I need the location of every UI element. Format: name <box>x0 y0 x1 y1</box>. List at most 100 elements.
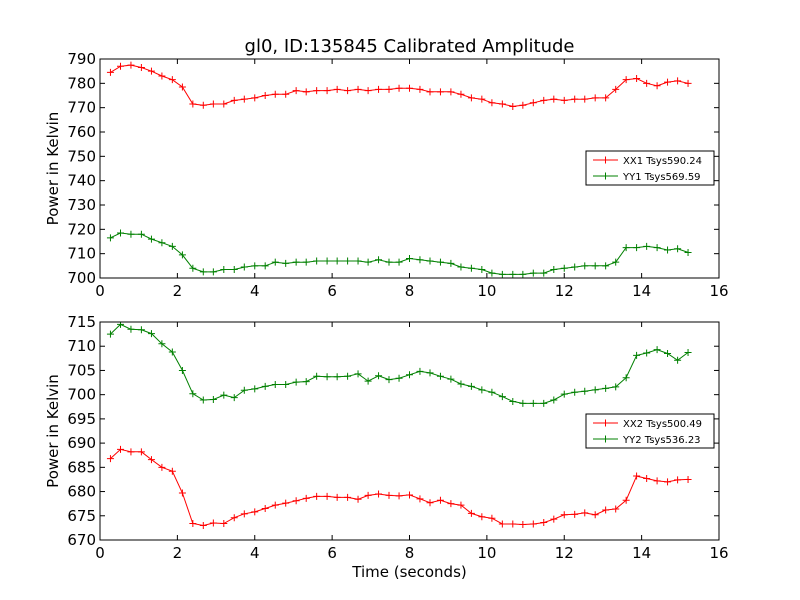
data-point <box>571 95 579 103</box>
data-point <box>199 521 207 529</box>
data-point <box>519 520 527 528</box>
data-point <box>395 258 403 266</box>
data-point <box>240 263 248 271</box>
data-point <box>385 491 393 499</box>
data-point <box>271 90 279 98</box>
data-point <box>282 90 290 98</box>
x-tick-label: 12 <box>555 282 574 300</box>
data-point <box>581 387 589 395</box>
data-point <box>509 270 517 278</box>
y-tick-label: 680 <box>67 483 96 501</box>
y-tick-label: 790 <box>67 50 96 68</box>
data-point <box>467 509 475 517</box>
data-point <box>344 372 352 380</box>
data-point <box>106 455 114 463</box>
data-point <box>137 64 145 72</box>
y-tick-label: 675 <box>67 507 96 525</box>
data-point <box>251 385 259 393</box>
data-point <box>498 520 506 528</box>
data-point <box>209 100 217 108</box>
data-point <box>209 396 217 404</box>
data-point <box>261 262 269 270</box>
data-point <box>323 492 331 500</box>
axes-frame <box>99 321 720 541</box>
data-point <box>323 87 331 95</box>
data-point <box>457 90 465 98</box>
data-point <box>292 378 300 386</box>
data-point <box>354 257 362 265</box>
data-point <box>436 88 444 96</box>
data-point <box>488 388 496 396</box>
legend-label: YY2 Tsys536.23 <box>622 435 701 446</box>
data-point <box>664 246 672 254</box>
x-tick-label: 6 <box>327 282 337 300</box>
data-point <box>292 497 300 505</box>
data-point <box>333 257 341 265</box>
data-point <box>158 340 166 348</box>
data-point <box>529 99 537 107</box>
data-point <box>147 67 155 75</box>
data-point <box>529 269 537 277</box>
chart-title: gl0, ID:135845 Calibrated Amplitude <box>245 36 575 57</box>
data-point <box>478 265 486 273</box>
data-point <box>168 76 176 84</box>
data-point <box>282 380 290 388</box>
data-point <box>147 330 155 338</box>
data-point <box>591 386 599 394</box>
data-point <box>529 399 537 407</box>
data-point <box>581 95 589 103</box>
legend-label: XX2 Tsys500.49 <box>623 419 702 430</box>
top-chart-panel: 0 2 4 6 8 10 12 14 16 700 710 720 730 740 750 760 770 780… <box>44 36 729 300</box>
legend-box <box>585 150 715 186</box>
data-point <box>664 478 672 486</box>
data-point <box>189 100 197 108</box>
data-point <box>406 491 413 499</box>
data-point <box>602 262 610 270</box>
data-point <box>375 490 383 498</box>
data-point <box>622 76 630 84</box>
data-point <box>426 88 434 96</box>
data-point <box>323 257 331 265</box>
data-point <box>591 262 599 270</box>
data-point <box>127 448 135 456</box>
data-point <box>684 475 692 483</box>
bottom-chart-panel: 0 2 4 6 8 10 12 14 16 670 675 680 685 690 695 700 705 710… <box>44 313 729 581</box>
data-point <box>137 448 145 456</box>
data-point <box>447 375 455 383</box>
legend-label: XX1 Tsys590.24 <box>623 156 702 167</box>
data-point <box>529 520 537 528</box>
data-point <box>519 101 527 109</box>
data-point <box>302 88 310 96</box>
data-point <box>313 257 321 265</box>
data-point <box>674 356 682 364</box>
series-1 <box>106 445 692 529</box>
data-point <box>364 491 372 499</box>
legend: XX2 Tsys500.49 YY2 Tsys536.23 <box>585 413 715 449</box>
data-point <box>261 92 269 99</box>
data-point <box>622 374 630 382</box>
x-tick-label: 14 <box>632 282 651 300</box>
data-point <box>178 83 186 91</box>
legend: XX1 Tsys590.24 YY1 Tsys569.59 <box>585 150 715 186</box>
data-point <box>684 79 692 87</box>
data-point <box>333 373 341 381</box>
y-tick-label: 670 <box>67 531 96 549</box>
data-point <box>612 505 620 513</box>
data-point <box>509 397 517 405</box>
data-point <box>344 257 352 265</box>
data-point <box>375 372 383 380</box>
data-point <box>416 256 424 264</box>
data-point <box>478 95 486 103</box>
data-point <box>220 265 228 273</box>
data-point <box>261 382 269 390</box>
data-point <box>199 268 207 276</box>
data-point <box>498 100 506 108</box>
data-point <box>591 511 599 519</box>
data-point <box>612 85 620 93</box>
data-point <box>127 230 135 238</box>
data-point <box>488 99 496 107</box>
series-1 <box>106 61 692 110</box>
data-point <box>313 87 321 95</box>
x-tick-label: 8 <box>405 282 415 300</box>
data-point <box>550 95 558 103</box>
